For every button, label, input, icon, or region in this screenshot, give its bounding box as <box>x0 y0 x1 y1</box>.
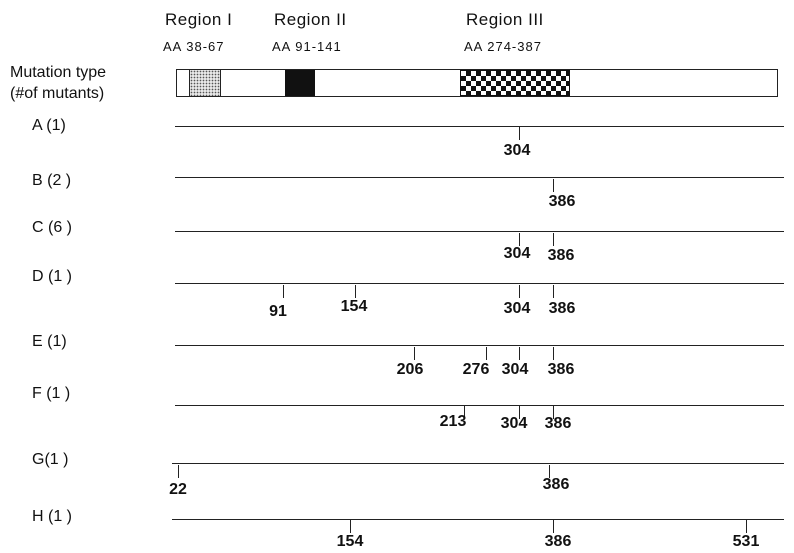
region-1-range: AA 38-67 <box>163 39 225 54</box>
position-e-206: 206 <box>396 361 424 378</box>
row-label-d: D (1 ) <box>32 268 72 285</box>
row-label-b: B (2 ) <box>32 172 72 189</box>
position-f-386: 386 <box>544 415 572 432</box>
region-2-black-segment <box>285 70 315 96</box>
position-h-154: 154 <box>336 533 364 550</box>
row-label-f: F (1 ) <box>32 385 71 402</box>
row-line-g <box>172 463 784 464</box>
region-2-title: Region II <box>274 10 347 29</box>
mutation-type-label: Mutation type <box>10 64 107 81</box>
tick-f-213 <box>464 406 465 419</box>
region-3-checkered-segment <box>460 70 570 96</box>
tick-g-22 <box>178 465 179 478</box>
position-g-22: 22 <box>169 481 187 498</box>
tick-e-206 <box>414 347 415 360</box>
protein-domain-bar <box>176 69 778 97</box>
region-3-title: Region III <box>466 10 544 29</box>
position-c-304: 304 <box>503 245 531 262</box>
tick-g-386 <box>549 465 550 478</box>
position-g-386: 386 <box>542 476 570 493</box>
tick-a-304 <box>519 127 520 140</box>
mutant-count-label: (#of mutants) <box>10 85 105 102</box>
region-2-range: AA 91-141 <box>272 39 342 54</box>
position-f-213: 213 <box>439 413 467 430</box>
tick-h-386 <box>553 520 554 533</box>
position-d-91: 91 <box>269 303 287 320</box>
tick-h-531 <box>746 520 747 533</box>
row-line-d <box>175 283 784 284</box>
row-label-a: A (1) <box>32 117 66 134</box>
position-d-386: 386 <box>548 300 576 317</box>
region-1-dotted-segment <box>189 70 221 96</box>
tick-d-304 <box>519 285 520 298</box>
tick-h-154 <box>350 520 351 533</box>
row-line-c <box>175 231 784 232</box>
row-line-a <box>175 126 784 127</box>
tick-e-304 <box>519 347 520 360</box>
position-e-276: 276 <box>462 361 490 378</box>
position-a-304: 304 <box>503 142 531 159</box>
position-h-386: 386 <box>544 533 572 550</box>
tick-e-386 <box>553 347 554 360</box>
tick-d-386 <box>553 285 554 298</box>
tick-c-304 <box>519 233 520 246</box>
tick-f-304 <box>519 406 520 419</box>
row-label-e: E (1) <box>32 333 67 350</box>
mutation-type-header: Mutation type (#of mutants) <box>10 62 106 104</box>
position-e-386: 386 <box>547 361 575 378</box>
row-line-f <box>175 405 784 406</box>
row-label-h: H (1 ) <box>32 508 72 525</box>
tick-e-276 <box>486 347 487 360</box>
row-label-g: G(1 ) <box>32 451 69 468</box>
position-e-304: 304 <box>501 361 529 378</box>
region-3-range: AA 274-387 <box>464 39 542 54</box>
tick-d-91 <box>283 285 284 298</box>
position-d-154: 154 <box>340 298 368 315</box>
region-1-title: Region I <box>165 10 233 29</box>
row-label-c: C (6 ) <box>32 219 72 236</box>
tick-b-386 <box>553 179 554 192</box>
row-line-h <box>172 519 784 520</box>
position-b-386: 386 <box>548 193 576 210</box>
position-f-304: 304 <box>500 415 528 432</box>
position-d-304: 304 <box>503 300 531 317</box>
tick-c-386 <box>553 233 554 246</box>
position-c-386: 386 <box>547 247 575 264</box>
row-line-b <box>175 177 784 178</box>
row-line-e <box>175 345 784 346</box>
position-h-531: 531 <box>732 533 760 550</box>
tick-d-154 <box>355 285 356 298</box>
tick-f-386 <box>553 406 554 419</box>
